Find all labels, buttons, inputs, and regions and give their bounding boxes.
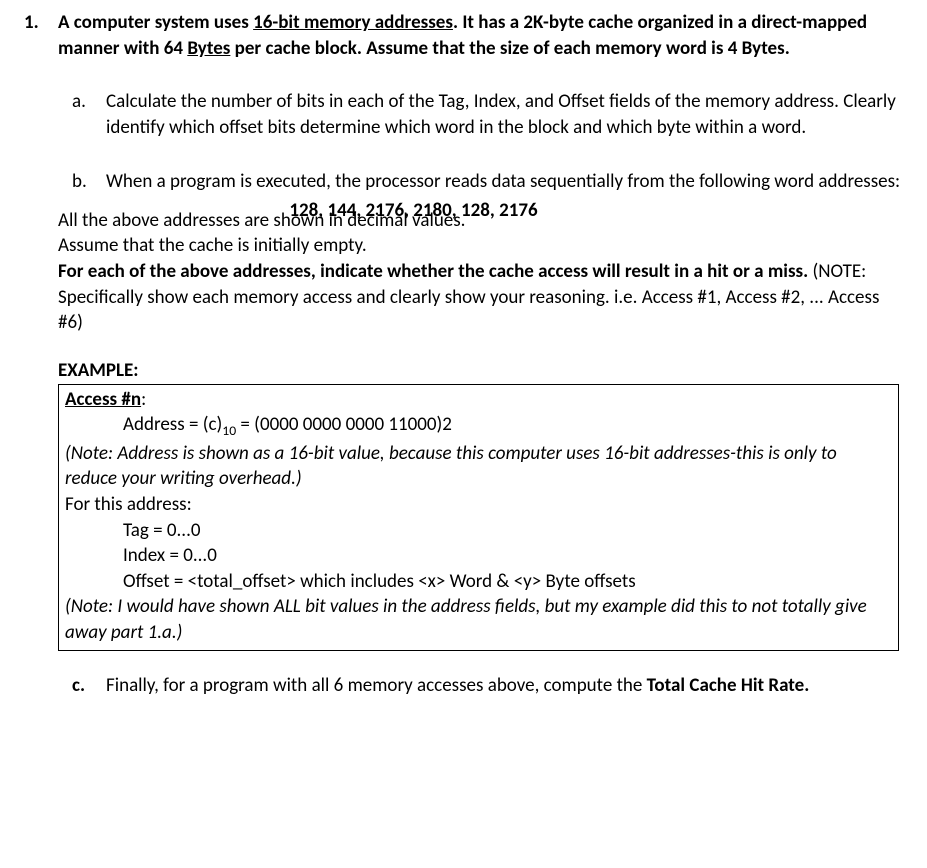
part-c-text: Finally, for a program with all 6 memory… — [106, 673, 903, 699]
question-number: 1. — [24, 10, 58, 36]
part-c-bold: Total Cache Hit Rate. — [647, 674, 810, 697]
part-b: b. When a program is executed, the proce… — [24, 169, 903, 195]
example-offset: Offset = <total_offset> which includes <… — [123, 569, 892, 595]
example-label: EXAMPLE: — [58, 358, 903, 384]
intro-mid2: per cache block. Assume that the size of… — [230, 37, 789, 60]
sub-parts: a. Calculate the number of bits in each … — [24, 89, 903, 698]
example-note1: (Note: Address is shown as a 16-bit valu… — [65, 441, 892, 492]
part-b-line3: Assume that the cache is initially empty… — [58, 233, 903, 259]
intro-underline-1: 16-bit memory addresses — [253, 11, 453, 34]
intro-pre: A computer system uses — [58, 11, 253, 34]
addr-pre: Address = (c) — [123, 413, 222, 436]
addr-sub: 10 — [222, 422, 236, 439]
example-index: Index = 0...0 — [123, 543, 892, 569]
part-b-letter: b. — [72, 169, 106, 195]
part-b-line4-bold: For each of the above addresses, indicat… — [58, 260, 808, 283]
example-box: Access #n: Address = (c)10 = (0000 0000 … — [58, 384, 899, 651]
example-for-this: For this address: — [65, 492, 892, 518]
example-access-line: Access #n: — [65, 387, 892, 413]
example-access-colon: : — [141, 388, 146, 411]
part-b-continued: All the above addresses are shown in dec… — [58, 208, 903, 336]
intro-underline-2: Bytes — [187, 37, 230, 60]
example-access-label: Access #n — [65, 388, 141, 411]
example-note2: (Note: I would have shown ALL bit values… — [65, 594, 892, 645]
part-a-letter: a. — [72, 89, 106, 115]
addr-post: = (0000 0000 0000 11000)2 — [236, 413, 452, 436]
part-a: a. Calculate the number of bits in each … — [24, 89, 903, 140]
example-address-line: Address = (c)10 = (0000 0000 0000 11000)… — [123, 412, 892, 440]
example-tag: Tag = 0...0 — [123, 518, 892, 544]
part-b-line1: When a program is executed, the processo… — [106, 169, 903, 195]
question-intro: A computer system uses 16-bit memory add… — [58, 10, 903, 61]
part-c-letter: c. — [72, 673, 106, 699]
part-b-line4: For each of the above addresses, indicat… — [58, 259, 903, 336]
page: 1. A computer system uses 16-bit memory … — [0, 0, 927, 868]
part-c-pre: Finally, for a program with all 6 memory… — [106, 674, 647, 697]
question-row: 1. A computer system uses 16-bit memory … — [24, 10, 903, 61]
part-c: c. Finally, for a program with all 6 mem… — [24, 673, 903, 699]
part-a-text: Calculate the number of bits in each of … — [106, 89, 903, 140]
